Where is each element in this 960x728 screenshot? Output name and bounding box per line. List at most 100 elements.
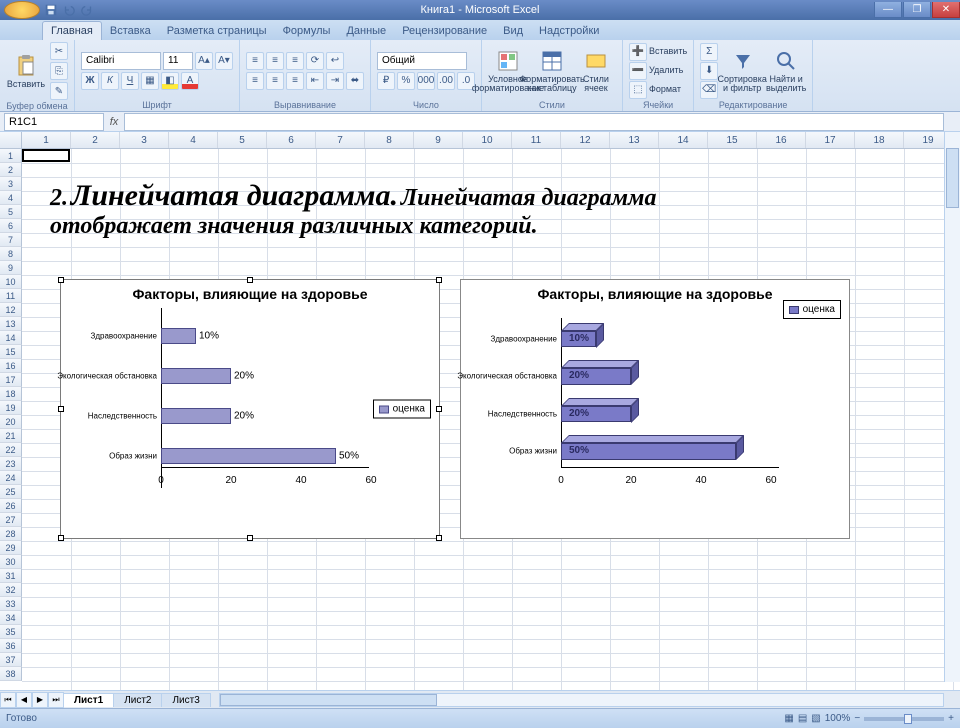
column-header[interactable]: 8 xyxy=(365,132,414,148)
active-cell[interactable] xyxy=(22,149,70,162)
worksheet-grid[interactable]: 12345678910111213141516171819 2. Линейча… xyxy=(0,132,960,690)
tab-view[interactable]: Вид xyxy=(495,22,531,40)
column-header[interactable]: 18 xyxy=(855,132,904,148)
row-header[interactable]: 2 xyxy=(0,163,22,177)
row-header[interactable]: 18 xyxy=(0,387,22,401)
horizontal-scrollbar[interactable] xyxy=(219,693,944,707)
wrap-text-icon[interactable]: ↩ xyxy=(326,52,344,70)
orientation-icon[interactable]: ⟳ xyxy=(306,52,324,70)
clear-icon[interactable]: ⌫ xyxy=(700,81,718,99)
row-header[interactable]: 15 xyxy=(0,345,22,359)
minimize-button[interactable]: — xyxy=(874,2,902,18)
column-header[interactable]: 3 xyxy=(120,132,169,148)
sheet-tab-2[interactable]: Лист2 xyxy=(113,693,162,707)
sheet-nav-prev[interactable]: ◀ xyxy=(16,692,32,708)
row-header[interactable]: 34 xyxy=(0,611,22,625)
view-layout-icon[interactable]: ▤ xyxy=(798,713,807,724)
column-header[interactable]: 2 xyxy=(71,132,120,148)
align-left-icon[interactable]: ≡ xyxy=(246,72,264,90)
row-header[interactable]: 5 xyxy=(0,205,22,219)
format-cells-icon[interactable]: ⬚ xyxy=(629,81,647,99)
column-header[interactable]: 16 xyxy=(757,132,806,148)
sheet-tab-1[interactable]: Лист1 xyxy=(63,693,114,707)
maximize-button[interactable]: ❐ xyxy=(903,2,931,18)
row-header[interactable]: 27 xyxy=(0,513,22,527)
border-icon[interactable]: ▦ xyxy=(141,72,159,90)
column-header[interactable]: 6 xyxy=(267,132,316,148)
autosum-icon[interactable]: Σ xyxy=(700,43,718,61)
row-header[interactable]: 31 xyxy=(0,569,22,583)
row-header[interactable]: 29 xyxy=(0,541,22,555)
row-header[interactable]: 6 xyxy=(0,219,22,233)
row-header[interactable]: 19 xyxy=(0,401,22,415)
indent-dec-icon[interactable]: ⇤ xyxy=(306,72,324,90)
row-header[interactable]: 7 xyxy=(0,233,22,247)
vertical-scrollbar[interactable] xyxy=(944,132,960,682)
tab-home[interactable]: Главная xyxy=(42,21,102,40)
row-header[interactable]: 10 xyxy=(0,275,22,289)
align-bot-icon[interactable]: ≡ xyxy=(286,52,304,70)
sort-filter-button[interactable]: Сортировка и фильтр xyxy=(722,45,762,97)
grow-font-icon[interactable]: A▴ xyxy=(195,52,213,70)
format-as-table-button[interactable]: Форматировать как таблицу xyxy=(532,45,572,97)
format-painter-icon[interactable]: ✎ xyxy=(50,82,68,100)
row-header[interactable]: 37 xyxy=(0,653,22,667)
zoom-out-icon[interactable]: − xyxy=(854,713,860,724)
name-box[interactable]: R1C1 xyxy=(4,113,104,131)
chart-3d[interactable]: Факторы, влияющие на здоровье 10%Здравоо… xyxy=(460,279,850,539)
row-header[interactable]: 8 xyxy=(0,247,22,261)
indent-inc-icon[interactable]: ⇥ xyxy=(326,72,344,90)
row-header[interactable]: 20 xyxy=(0,415,22,429)
chart-2d[interactable]: Факторы, влияющие на здоровье 10%Здравоо… xyxy=(60,279,440,539)
sheet-nav-first[interactable]: ⏮ xyxy=(0,692,16,708)
tab-formulas[interactable]: Формулы xyxy=(275,22,339,40)
delete-cells-icon[interactable]: ➖ xyxy=(629,62,647,80)
underline-button[interactable]: Ч xyxy=(121,72,139,90)
formula-input[interactable] xyxy=(124,113,944,131)
column-header[interactable]: 5 xyxy=(218,132,267,148)
row-header[interactable]: 36 xyxy=(0,639,22,653)
row-header[interactable]: 1 xyxy=(0,149,22,163)
row-header[interactable]: 25 xyxy=(0,485,22,499)
tab-data[interactable]: Данные xyxy=(338,22,394,40)
row-header[interactable]: 3 xyxy=(0,177,22,191)
paste-button[interactable]: Вставить xyxy=(6,45,46,97)
row-header[interactable]: 24 xyxy=(0,471,22,485)
column-header[interactable]: 4 xyxy=(169,132,218,148)
align-top-icon[interactable]: ≡ xyxy=(246,52,264,70)
view-normal-icon[interactable]: ▦ xyxy=(784,713,793,724)
copy-icon[interactable]: ⎘ xyxy=(50,62,68,80)
insert-cells-icon[interactable]: ➕ xyxy=(629,43,647,61)
undo-icon[interactable] xyxy=(62,3,76,17)
column-header[interactable]: 7 xyxy=(316,132,365,148)
tab-addins[interactable]: Надстройки xyxy=(531,22,607,40)
office-button[interactable] xyxy=(4,1,40,19)
row-header[interactable]: 33 xyxy=(0,597,22,611)
tab-insert[interactable]: Вставка xyxy=(102,22,159,40)
align-right-icon[interactable]: ≡ xyxy=(286,72,304,90)
column-header[interactable]: 1 xyxy=(22,132,71,148)
number-format-combo[interactable]: Общий xyxy=(377,52,467,70)
row-header[interactable]: 30 xyxy=(0,555,22,569)
row-header[interactable]: 12 xyxy=(0,303,22,317)
column-header[interactable]: 9 xyxy=(414,132,463,148)
tab-page-layout[interactable]: Разметка страницы xyxy=(159,22,275,40)
merge-icon[interactable]: ⬌ xyxy=(346,72,364,90)
cell-styles-button[interactable]: Стили ячеек xyxy=(576,45,616,97)
row-header[interactable]: 21 xyxy=(0,429,22,443)
row-header[interactable]: 32 xyxy=(0,583,22,597)
row-header[interactable]: 11 xyxy=(0,289,22,303)
column-header[interactable]: 10 xyxy=(463,132,512,148)
format-cells-label[interactable]: Формат xyxy=(649,85,681,94)
row-header[interactable]: 16 xyxy=(0,359,22,373)
row-header[interactable]: 28 xyxy=(0,527,22,541)
save-icon[interactable] xyxy=(44,3,58,17)
bold-button[interactable]: Ж xyxy=(81,72,99,90)
select-all-corner[interactable] xyxy=(0,132,22,148)
zoom-in-icon[interactable]: + xyxy=(948,713,954,724)
row-header[interactable]: 9 xyxy=(0,261,22,275)
tab-review[interactable]: Рецензирование xyxy=(394,22,495,40)
inc-decimal-icon[interactable]: .00 xyxy=(437,72,455,90)
row-header[interactable]: 23 xyxy=(0,457,22,471)
row-header[interactable]: 17 xyxy=(0,373,22,387)
